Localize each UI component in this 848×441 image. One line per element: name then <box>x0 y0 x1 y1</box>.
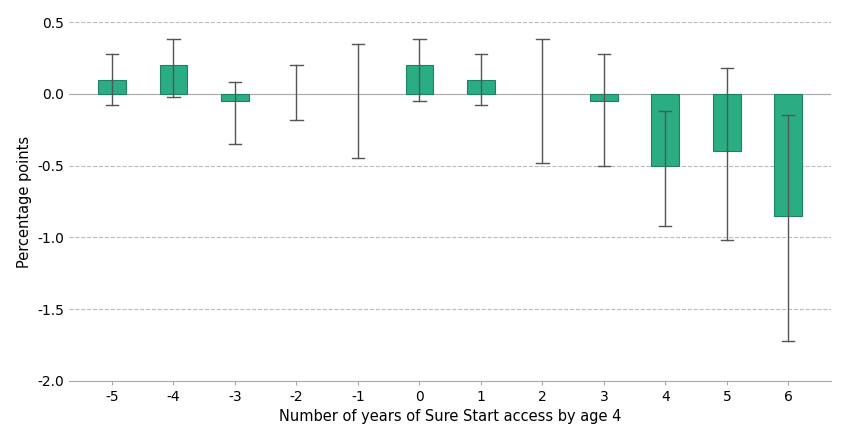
Bar <box>159 65 187 94</box>
Bar <box>651 94 679 166</box>
Bar <box>590 94 617 101</box>
Y-axis label: Percentage points: Percentage points <box>17 135 31 268</box>
Bar <box>98 79 126 94</box>
Bar <box>405 65 433 94</box>
Bar <box>467 79 494 94</box>
X-axis label: Number of years of Sure Start access by age 4: Number of years of Sure Start access by … <box>279 409 622 424</box>
Bar <box>774 94 802 216</box>
Bar <box>713 94 740 151</box>
Bar <box>221 94 248 101</box>
